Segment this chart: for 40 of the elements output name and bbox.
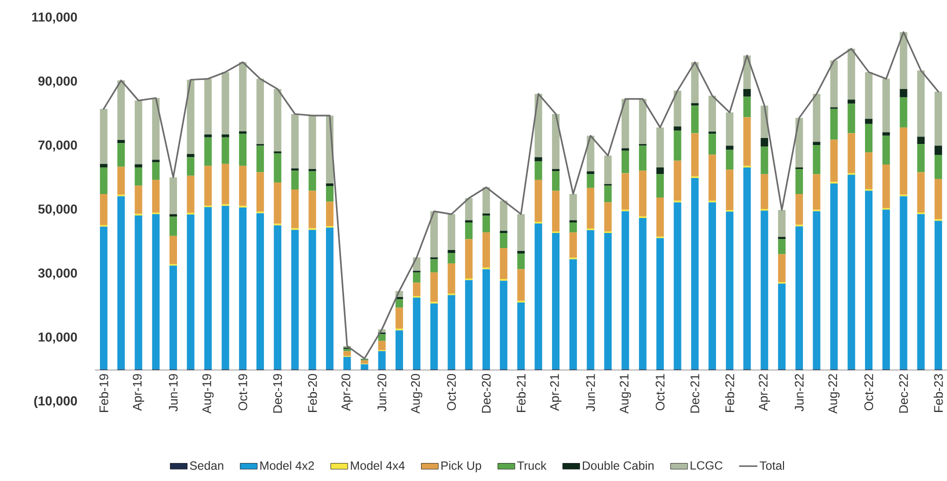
y-tick-label: 110,000	[32, 12, 77, 24]
x-tick-label: Feb-19	[99, 374, 108, 412]
x-tick-label: Jun-22	[794, 374, 804, 412]
y-tick-label: (10,000	[34, 396, 77, 408]
x-tick-label: Apr-19	[132, 374, 144, 411]
x-tick-label: Oct-19	[238, 374, 248, 410]
legend-label: Truck	[517, 461, 547, 470]
x-tick-label: Apr-20	[341, 374, 353, 411]
x-tick-label: Feb-22	[725, 374, 734, 412]
legend-label: Model 4x2	[260, 461, 314, 470]
x-tick-label: Dec-21	[690, 374, 700, 413]
y-tick-label: 90,000	[38, 76, 77, 88]
x-tick-label: Apr-22	[758, 374, 770, 411]
x-tick-label: Oct-22	[864, 374, 874, 410]
x-tick-label: Dec-22	[899, 374, 908, 413]
x-tick-label: Dec-19	[273, 374, 282, 413]
x-tick-label: Jun-21	[586, 374, 595, 412]
legend-label: Sedan	[190, 461, 224, 470]
x-tick-label: Jun-19	[168, 374, 178, 412]
x-tick-label: Aug-20	[411, 374, 422, 414]
y-tick-label: 10,000	[38, 332, 77, 344]
x-tick-label: Aug-19	[202, 374, 214, 414]
legend-label: Model 4x4	[350, 461, 405, 470]
legend-label: LCGC	[690, 461, 722, 470]
y-tick-label: 50,000	[38, 204, 77, 216]
x-tick-label: Jun-20	[378, 374, 386, 412]
x-tick-label: Aug-22	[828, 374, 840, 414]
legend-label: Total	[760, 461, 784, 470]
x-tick-label: Apr-21	[550, 374, 562, 411]
x-tick-label: Feb-23	[934, 374, 943, 412]
x-tick-label: Feb-20	[308, 374, 317, 412]
legend-label: Double Cabin	[582, 461, 654, 470]
x-tick-label: Aug-21	[620, 374, 631, 414]
y-tick-label: 70,000	[38, 140, 77, 152]
x-tick-label: Dec-20	[482, 374, 491, 413]
y-tick-label: 30,000	[38, 268, 77, 280]
x-tick-label: Oct-21	[656, 374, 665, 410]
x-tick-label: Oct-20	[447, 374, 456, 410]
x-tick-label: Feb-21	[516, 374, 526, 412]
legend-label: Pick Up	[441, 461, 482, 472]
